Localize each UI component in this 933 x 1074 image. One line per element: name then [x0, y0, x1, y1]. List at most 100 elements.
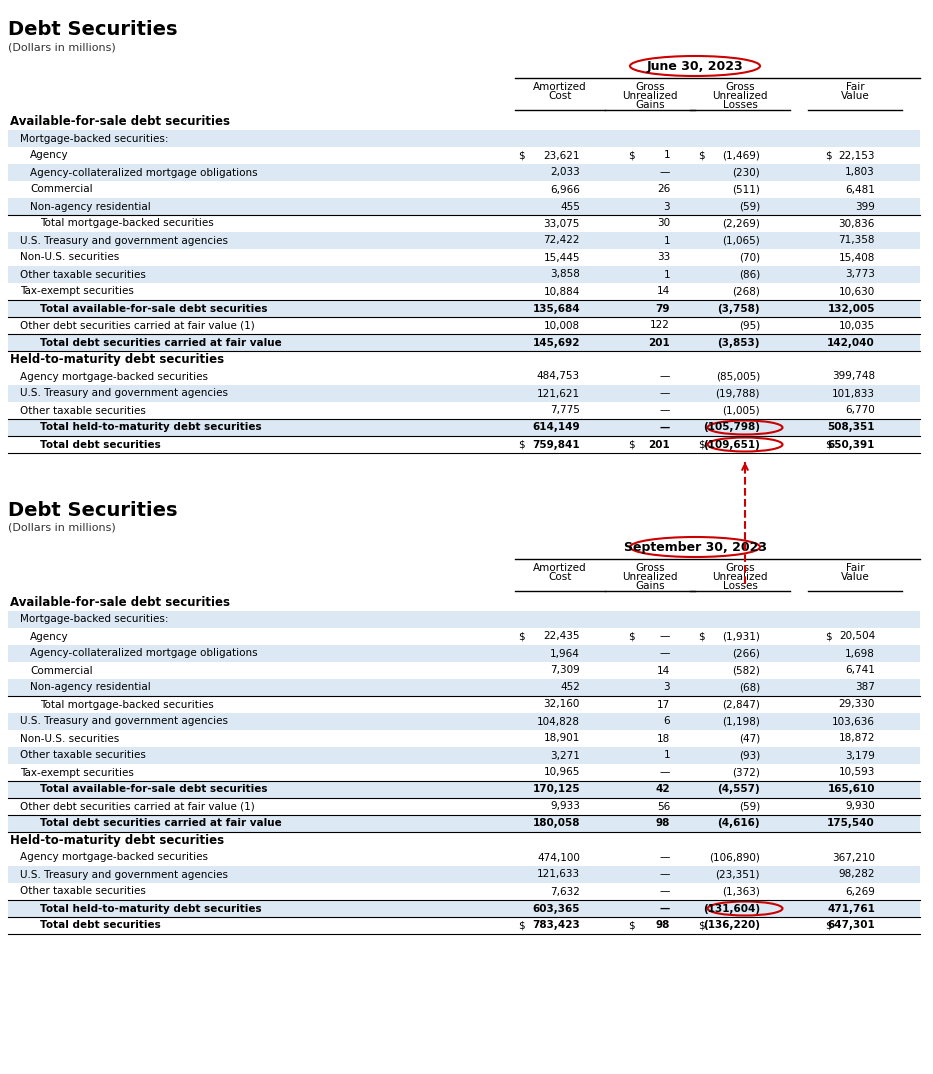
Text: 452: 452 — [560, 682, 580, 693]
Text: Value: Value — [841, 572, 870, 582]
Text: 1: 1 — [663, 270, 670, 279]
Text: Cost: Cost — [549, 91, 572, 101]
Text: U.S. Treasury and government agencies: U.S. Treasury and government agencies — [20, 716, 228, 726]
Text: Debt Securities: Debt Securities — [8, 20, 177, 39]
Text: (109,651): (109,651) — [703, 439, 760, 450]
Text: 14: 14 — [657, 666, 670, 676]
FancyBboxPatch shape — [8, 164, 920, 182]
Text: 10,884: 10,884 — [544, 287, 580, 296]
Text: 201: 201 — [648, 337, 670, 348]
Text: Amortized: Amortized — [533, 563, 587, 574]
Text: $: $ — [518, 920, 524, 930]
Text: 455: 455 — [560, 202, 580, 212]
Text: Total debt securities carried at fair value: Total debt securities carried at fair va… — [40, 818, 282, 828]
Text: (372): (372) — [732, 768, 760, 778]
Text: 98: 98 — [656, 920, 670, 930]
Text: 165,610: 165,610 — [828, 784, 875, 795]
Text: 29,330: 29,330 — [839, 699, 875, 710]
Text: 18,872: 18,872 — [839, 734, 875, 743]
Text: (3,853): (3,853) — [717, 337, 760, 348]
Text: $: $ — [698, 632, 704, 641]
Text: 10,593: 10,593 — [839, 768, 875, 778]
Text: (1,469): (1,469) — [722, 150, 760, 160]
Text: 72,422: 72,422 — [544, 235, 580, 246]
Text: (2,269): (2,269) — [722, 218, 760, 229]
Text: (68): (68) — [739, 682, 760, 693]
Text: (23,351): (23,351) — [716, 870, 760, 880]
Text: Value: Value — [841, 91, 870, 101]
Text: Gross: Gross — [725, 82, 755, 92]
Text: 2,033: 2,033 — [550, 168, 580, 177]
Text: (131,604): (131,604) — [703, 903, 760, 914]
Text: 9,930: 9,930 — [845, 801, 875, 812]
FancyBboxPatch shape — [8, 249, 920, 266]
Text: Gross: Gross — [725, 563, 755, 574]
Text: (Dollars in millions): (Dollars in millions) — [8, 523, 116, 533]
Text: (511): (511) — [732, 185, 760, 194]
Text: (93): (93) — [739, 751, 760, 760]
Text: $: $ — [698, 439, 704, 450]
Text: Non-U.S. securities: Non-U.S. securities — [20, 734, 119, 743]
Text: Total mortgage-backed securities: Total mortgage-backed securities — [40, 218, 214, 229]
Text: —: — — [660, 422, 670, 433]
Text: 98,282: 98,282 — [839, 870, 875, 880]
Text: 6,481: 6,481 — [845, 185, 875, 194]
Text: Amortized: Amortized — [533, 82, 587, 92]
FancyBboxPatch shape — [8, 645, 920, 662]
Text: 759,841: 759,841 — [533, 439, 580, 450]
Text: (1,005): (1,005) — [722, 406, 760, 416]
Text: 56: 56 — [657, 801, 670, 812]
Text: (19,788): (19,788) — [716, 389, 760, 398]
Text: Debt Securities: Debt Securities — [8, 500, 177, 520]
Text: —: — — [660, 649, 670, 658]
Text: Commercial: Commercial — [30, 185, 92, 194]
Text: September 30, 2023: September 30, 2023 — [623, 541, 767, 554]
Text: (59): (59) — [739, 801, 760, 812]
Text: (Dollars in millions): (Dollars in millions) — [8, 42, 116, 52]
Text: June 30, 2023: June 30, 2023 — [647, 60, 744, 73]
Text: 3,773: 3,773 — [845, 270, 875, 279]
Text: 6,770: 6,770 — [845, 406, 875, 416]
Text: Total available-for-sale debt securities: Total available-for-sale debt securities — [40, 304, 268, 314]
Text: 135,684: 135,684 — [533, 304, 580, 314]
Text: Other debt securities carried at fair value (1): Other debt securities carried at fair va… — [20, 801, 255, 812]
FancyBboxPatch shape — [8, 883, 920, 900]
Text: (95): (95) — [739, 320, 760, 331]
Text: —: — — [660, 886, 670, 897]
Text: Total debt securities: Total debt securities — [40, 439, 160, 450]
Text: Fair: Fair — [845, 563, 864, 574]
Text: 142,040: 142,040 — [828, 337, 875, 348]
Text: $: $ — [825, 439, 831, 450]
Text: 98: 98 — [656, 818, 670, 828]
Text: 650,391: 650,391 — [828, 439, 875, 450]
Text: —: — — [660, 903, 670, 914]
Text: Commercial: Commercial — [30, 666, 92, 676]
Text: (230): (230) — [732, 168, 760, 177]
FancyBboxPatch shape — [8, 368, 920, 384]
Text: —: — — [660, 389, 670, 398]
Text: $: $ — [518, 632, 524, 641]
Text: Gross: Gross — [635, 563, 665, 574]
Text: (136,220): (136,220) — [703, 920, 760, 930]
FancyBboxPatch shape — [8, 798, 920, 815]
Text: Tax-exempt securities: Tax-exempt securities — [20, 287, 133, 296]
Text: 6: 6 — [663, 716, 670, 726]
Text: —: — — [660, 768, 670, 778]
Text: 10,008: 10,008 — [544, 320, 580, 331]
Text: $: $ — [518, 439, 524, 450]
Text: 22,153: 22,153 — [839, 150, 875, 160]
Text: 33,075: 33,075 — [544, 218, 580, 229]
FancyBboxPatch shape — [8, 284, 920, 300]
Text: Non-agency residential: Non-agency residential — [30, 202, 151, 212]
FancyBboxPatch shape — [8, 384, 920, 402]
Text: Losses: Losses — [722, 581, 758, 591]
Text: 7,775: 7,775 — [550, 406, 580, 416]
Text: Agency mortgage-backed securities: Agency mortgage-backed securities — [20, 372, 208, 381]
Text: $: $ — [518, 150, 524, 160]
FancyBboxPatch shape — [8, 713, 920, 730]
Text: (1,931): (1,931) — [722, 632, 760, 641]
Text: Non-agency residential: Non-agency residential — [30, 682, 151, 693]
FancyBboxPatch shape — [8, 232, 920, 249]
Text: 145,692: 145,692 — [533, 337, 580, 348]
FancyBboxPatch shape — [8, 436, 920, 453]
